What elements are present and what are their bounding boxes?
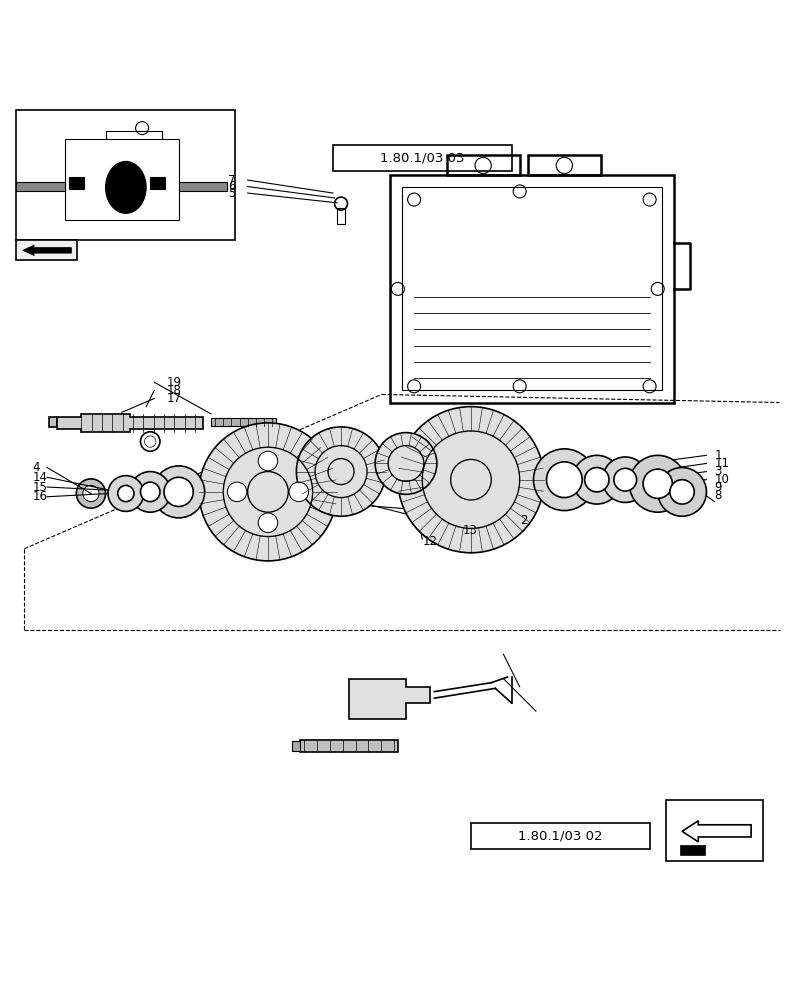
Text: 16: 16 xyxy=(32,490,47,503)
Text: 12: 12 xyxy=(422,535,436,548)
Bar xyxy=(211,418,276,426)
Bar xyxy=(16,240,77,260)
Bar xyxy=(49,417,57,427)
Circle shape xyxy=(669,480,693,504)
Text: 10: 10 xyxy=(714,473,728,486)
Circle shape xyxy=(375,433,436,494)
Circle shape xyxy=(533,449,594,511)
Text: 11: 11 xyxy=(714,457,728,470)
Circle shape xyxy=(289,482,308,502)
Circle shape xyxy=(130,472,170,512)
Text: 2: 2 xyxy=(519,514,526,527)
Text: 3: 3 xyxy=(714,465,721,478)
Circle shape xyxy=(397,407,543,553)
Bar xyxy=(389,175,673,403)
Circle shape xyxy=(140,482,160,502)
Bar xyxy=(65,139,178,220)
Circle shape xyxy=(657,468,706,516)
Text: 18: 18 xyxy=(166,384,181,397)
Text: 7: 7 xyxy=(227,174,235,187)
Circle shape xyxy=(258,513,277,532)
Circle shape xyxy=(83,485,99,502)
Polygon shape xyxy=(680,845,704,855)
Polygon shape xyxy=(681,821,750,842)
Text: 6: 6 xyxy=(227,180,235,193)
Text: 9: 9 xyxy=(714,481,721,494)
Text: 5: 5 xyxy=(227,187,235,200)
Circle shape xyxy=(602,457,647,502)
Text: 4: 4 xyxy=(32,461,40,474)
Bar xyxy=(16,110,235,240)
Bar xyxy=(527,155,600,175)
Circle shape xyxy=(152,466,204,518)
Text: 15: 15 xyxy=(32,481,47,494)
Circle shape xyxy=(108,476,144,511)
Bar xyxy=(333,145,511,171)
Bar xyxy=(150,177,165,189)
Polygon shape xyxy=(349,679,430,719)
Bar xyxy=(446,155,519,175)
Circle shape xyxy=(227,482,247,502)
Bar xyxy=(470,823,649,849)
Circle shape xyxy=(613,468,636,491)
Text: 8: 8 xyxy=(714,489,721,502)
Circle shape xyxy=(118,485,134,502)
Circle shape xyxy=(258,451,277,471)
Text: 1.80.1/03 03: 1.80.1/03 03 xyxy=(380,152,464,165)
Polygon shape xyxy=(23,245,71,256)
Text: 1.80.1/03 02: 1.80.1/03 02 xyxy=(517,830,602,843)
Text: 13: 13 xyxy=(462,524,477,537)
Bar xyxy=(337,208,345,224)
Bar xyxy=(178,182,227,191)
Text: 1: 1 xyxy=(714,449,721,462)
Text: 17: 17 xyxy=(166,392,181,405)
Bar xyxy=(16,182,65,191)
Bar xyxy=(300,740,397,752)
Text: 14: 14 xyxy=(32,471,47,484)
Text: 19: 19 xyxy=(166,376,181,389)
Bar xyxy=(665,800,762,861)
Circle shape xyxy=(546,462,581,498)
Bar xyxy=(401,187,661,390)
Circle shape xyxy=(199,423,337,561)
Bar xyxy=(69,177,84,189)
Circle shape xyxy=(642,469,672,498)
Circle shape xyxy=(584,468,608,492)
Ellipse shape xyxy=(105,161,146,213)
Bar xyxy=(292,741,300,751)
Polygon shape xyxy=(57,414,203,432)
Circle shape xyxy=(629,455,685,512)
Circle shape xyxy=(296,427,385,516)
Circle shape xyxy=(572,455,620,504)
Circle shape xyxy=(76,479,105,508)
Circle shape xyxy=(164,477,193,506)
